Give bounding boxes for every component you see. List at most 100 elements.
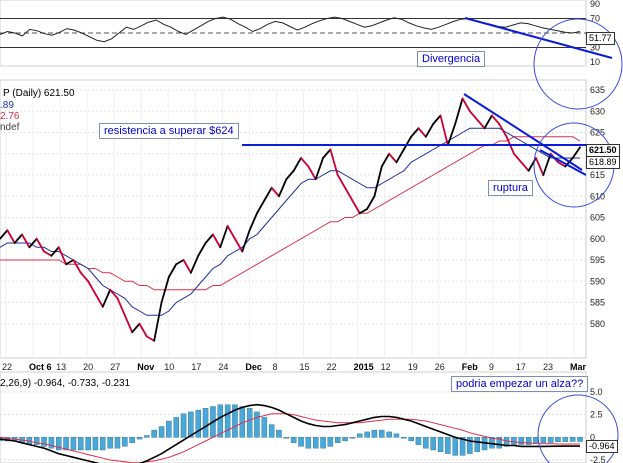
macd-hist-bar — [547, 437, 554, 443]
price-segment — [131, 322, 141, 334]
macd-hist-bar — [503, 437, 510, 447]
price-segment — [461, 97, 471, 113]
price-segment — [0, 229, 9, 240]
price-segment — [212, 233, 222, 249]
rsi-panel: 90 70 30 10 — [0, 0, 600, 67]
macd-hist-bar — [63, 437, 69, 451]
price-segment — [468, 110, 479, 121]
x-tick-label: 8 — [272, 362, 277, 372]
macd-hist-bar — [445, 437, 451, 454]
price-segment — [402, 135, 413, 151]
macd-hist-bar — [107, 437, 113, 449]
rsi-highlight-circle — [533, 18, 623, 110]
macd-hist-bar — [364, 431, 370, 438]
macd-signal-line — [0, 413, 580, 463]
price-downtrend-line — [463, 93, 583, 171]
price-y-tick: 635 — [590, 85, 605, 95]
macd-hist-bar — [246, 408, 253, 438]
macd-hist-bar — [518, 437, 525, 445]
price-segment — [160, 276, 170, 304]
price-segment — [366, 195, 376, 210]
x-tick-label: Dec — [245, 362, 262, 372]
macd-hist-bar — [393, 433, 400, 438]
macd-hist-bar — [371, 429, 378, 438]
macd-hist-bar — [188, 411, 194, 438]
macd-hist-bar — [525, 437, 532, 445]
ma-fast-line — [0, 127, 580, 316]
price-legend-volume: ndef — [0, 122, 20, 133]
price-segment — [358, 208, 368, 215]
price-segment — [446, 123, 457, 147]
price-segment — [373, 165, 383, 198]
macd-hist-bar — [129, 437, 135, 443]
macd-hist-bar — [151, 429, 157, 438]
price-segment — [424, 123, 435, 138]
rsi-divergence-trendline — [464, 17, 613, 59]
price-segment — [138, 322, 148, 338]
x-tick-label: Nov — [137, 362, 154, 372]
macd-hist-bar — [77, 437, 84, 451]
x-tick-label: 13 — [56, 362, 66, 372]
price-segment — [432, 114, 442, 125]
x-tick-label: 17 — [191, 362, 201, 372]
price-segment — [13, 233, 23, 244]
breakout-note: ruptura — [488, 180, 533, 196]
macd-hist-bar — [290, 437, 297, 443]
price-segment — [21, 233, 31, 249]
macd-hist-bar — [555, 437, 561, 442]
price-segment — [278, 178, 288, 198]
macd-hist-bar — [202, 408, 209, 438]
annotation-lines — [242, 17, 623, 463]
macd-y-tick: 0 — [590, 432, 595, 442]
macd-hist-bar — [224, 404, 231, 438]
macd-hist-bar — [283, 437, 290, 439]
price-segment — [145, 335, 156, 342]
price-segment — [256, 199, 266, 215]
price-segment — [219, 225, 229, 249]
macd-hist-bar — [268, 424, 275, 438]
macd-hist-bar — [195, 409, 201, 438]
price-segment — [28, 237, 38, 249]
price-y-tick: 595 — [590, 255, 605, 265]
price-segment — [101, 288, 112, 308]
macd-y-tick: 2.5 — [590, 410, 603, 420]
price-segment — [417, 127, 427, 138]
macd-hist-bar — [298, 437, 304, 447]
x-tick-label: 9 — [489, 362, 494, 372]
price-segment — [285, 169, 295, 181]
x-tick-label: 24 — [218, 362, 228, 372]
macd-legend-params: 2,26,9) -0.964, -0.733, -0.231 — [0, 378, 131, 389]
macd-hist-bar — [357, 433, 363, 438]
macd-hist-bar — [99, 437, 106, 451]
price-y-tick: 610 — [590, 191, 605, 201]
price-segment — [175, 259, 185, 266]
price-segment — [50, 246, 60, 257]
price-panel: 635630625620615610605600595590585580 22O… — [0, 79, 605, 372]
price-y-tick: 590 — [590, 276, 605, 286]
price-y-tick: 630 — [590, 106, 605, 116]
macd-hist-bar — [386, 431, 392, 438]
price-segment — [116, 297, 126, 317]
x-tick-label: 17 — [516, 362, 526, 372]
price-segment — [410, 127, 420, 138]
price-y-tick: 615 — [590, 170, 605, 180]
price-segment — [490, 114, 501, 125]
macd-current-badge: -0.964 — [586, 440, 618, 453]
macd-hist-bar — [408, 437, 414, 442]
macd-hist-bar — [56, 437, 62, 451]
price-segment — [535, 157, 545, 176]
price-segment — [351, 199, 361, 215]
price-segment — [87, 280, 97, 295]
rsi-y-tick: 70 — [590, 14, 600, 24]
macd-y-tick: -2.5 — [590, 455, 606, 463]
price-segment — [476, 118, 486, 130]
price-ma-badge: 618.89 — [586, 156, 620, 169]
x-tick-label: 23 — [543, 362, 553, 372]
price-segment — [167, 263, 178, 278]
price-segment — [344, 186, 354, 202]
x-tick-label: 26 — [435, 362, 445, 372]
price-segment — [226, 225, 236, 240]
macd-hist-bar — [401, 437, 407, 439]
price-segment — [248, 212, 258, 232]
macd-hist-bar — [430, 437, 436, 451]
